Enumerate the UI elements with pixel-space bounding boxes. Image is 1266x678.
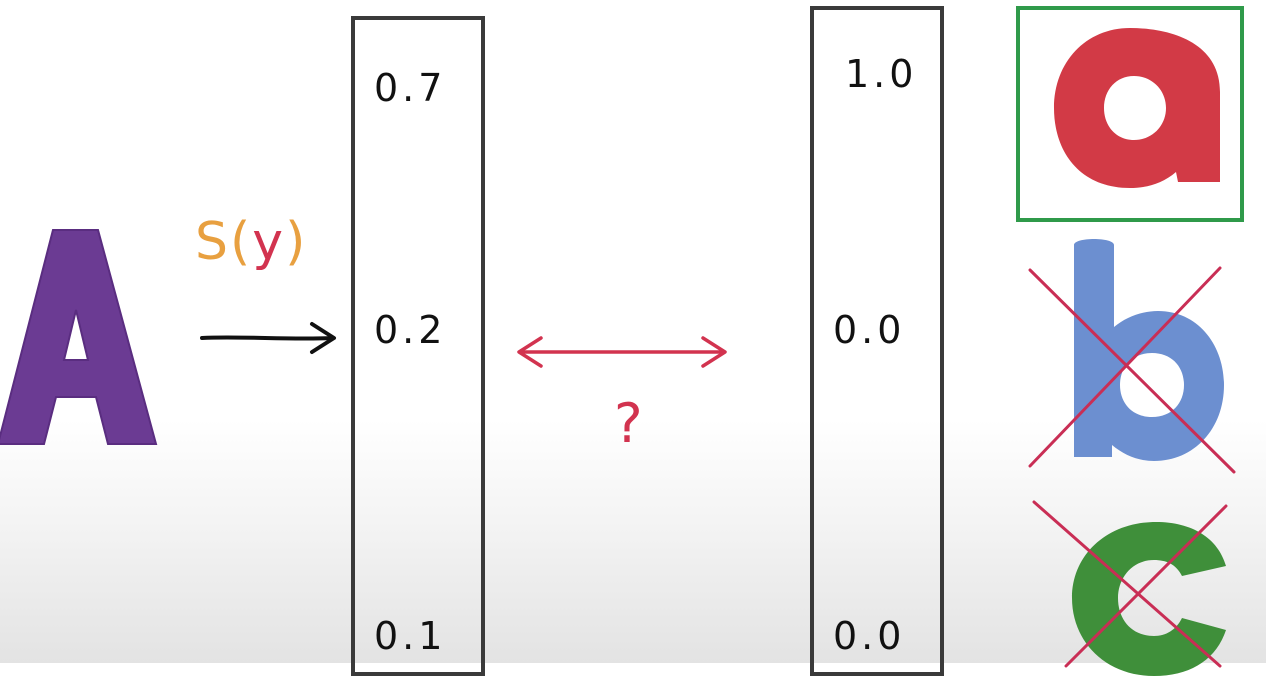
softmax-value-1: 0.2 [374,308,447,352]
class-a-letter: a [1050,22,1230,192]
correct-class-box [1016,6,1244,222]
class-b-letter: b [1068,235,1228,465]
input-letter-a: A [0,222,158,452]
onehot-value-1: 0.0 [833,308,906,352]
softmax-value-2: 0.1 [374,614,447,658]
onehot-value-2: 0.0 [833,614,906,658]
letter-a-shape-icon [0,229,158,445]
cross-c-icon [1032,500,1228,668]
softmax-value-0: 0.7 [374,66,447,110]
function-label: S(y) [195,212,307,272]
cross-b-icon [1028,266,1236,474]
right-arrow-icon [200,322,336,354]
lowercase-b-icon [1074,239,1224,461]
lowercase-a-icon [1054,28,1220,188]
onehot-value-0: 1.0 [845,52,918,96]
question-mark: ? [614,392,643,455]
compare-double-arrow-icon [517,336,727,368]
function-label-text: S(y) [195,212,308,272]
